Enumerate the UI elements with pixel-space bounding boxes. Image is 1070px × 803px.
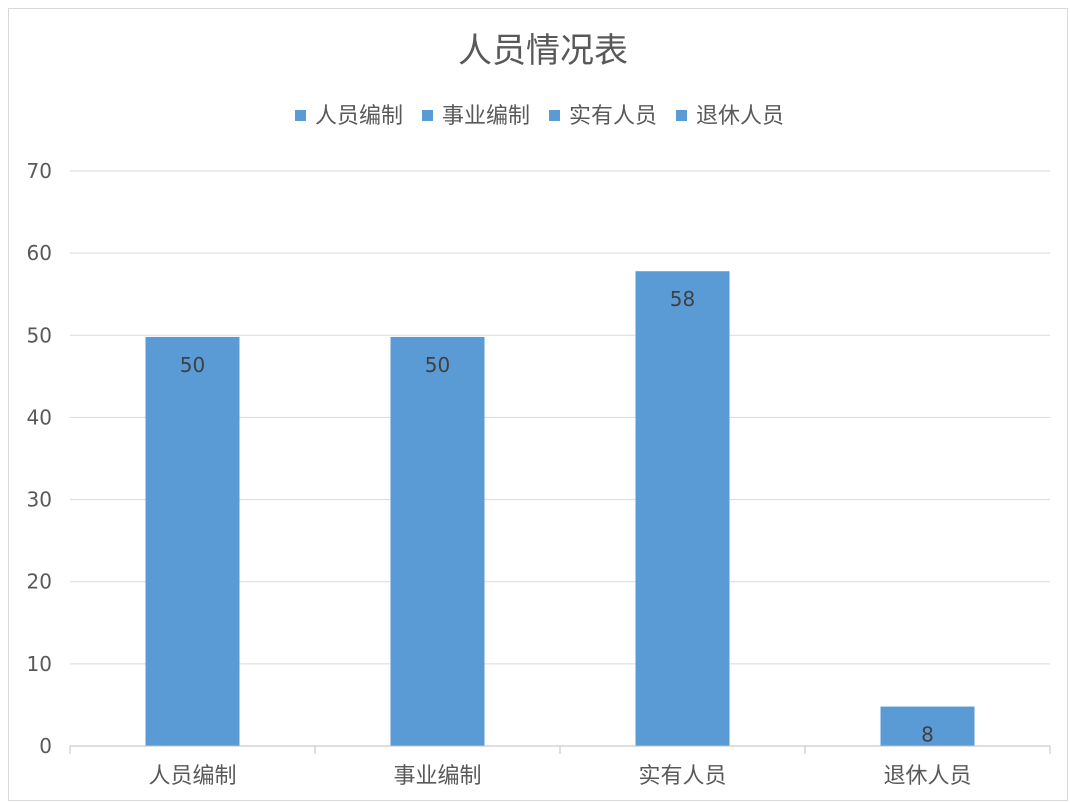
legend-label: 退休人员 — [696, 104, 784, 129]
y-tick-label: 60 — [27, 241, 52, 265]
legend-swatch — [676, 110, 687, 121]
y-tick-label: 70 — [27, 159, 52, 183]
y-axis-ticks: 0 10 20 30 40 50 60 70 — [27, 159, 52, 758]
data-label: 58 — [670, 287, 695, 311]
legend-label: 人员编制 — [315, 104, 403, 129]
category-labels: 人员编制 事业编制 实有人员 退休人员 — [148, 764, 971, 789]
data-labels: 50 50 58 8 — [180, 287, 934, 746]
category-label: 事业编制 — [393, 764, 481, 789]
legend-label: 事业编制 — [442, 104, 530, 129]
legend-swatch — [549, 110, 560, 121]
legend-label: 实有人员 — [569, 104, 657, 129]
category-label: 人员编制 — [148, 764, 236, 789]
y-tick-label: 10 — [27, 652, 52, 676]
category-label: 实有人员 — [638, 764, 726, 789]
y-tick-label: 40 — [27, 405, 52, 429]
legend: 人员编制 事业编制 实有人员 退休人员 — [295, 104, 784, 129]
y-tick-label: 20 — [27, 570, 52, 594]
legend-swatch — [295, 110, 306, 121]
y-tick-label: 0 — [39, 734, 52, 758]
legend-swatch — [422, 110, 433, 121]
y-tick-label: 50 — [27, 323, 52, 347]
category-label: 退休人员 — [883, 764, 971, 789]
bar — [635, 271, 730, 746]
data-label: 8 — [921, 723, 934, 747]
y-tick-label: 30 — [27, 488, 52, 512]
data-label: 50 — [425, 353, 450, 377]
data-label: 50 — [180, 353, 205, 377]
bar — [145, 336, 240, 746]
chart-title: 人员情况表 — [458, 31, 628, 71]
bars — [145, 271, 975, 746]
bar — [390, 336, 485, 746]
bar — [880, 706, 975, 746]
x-axis — [69, 745, 1051, 754]
